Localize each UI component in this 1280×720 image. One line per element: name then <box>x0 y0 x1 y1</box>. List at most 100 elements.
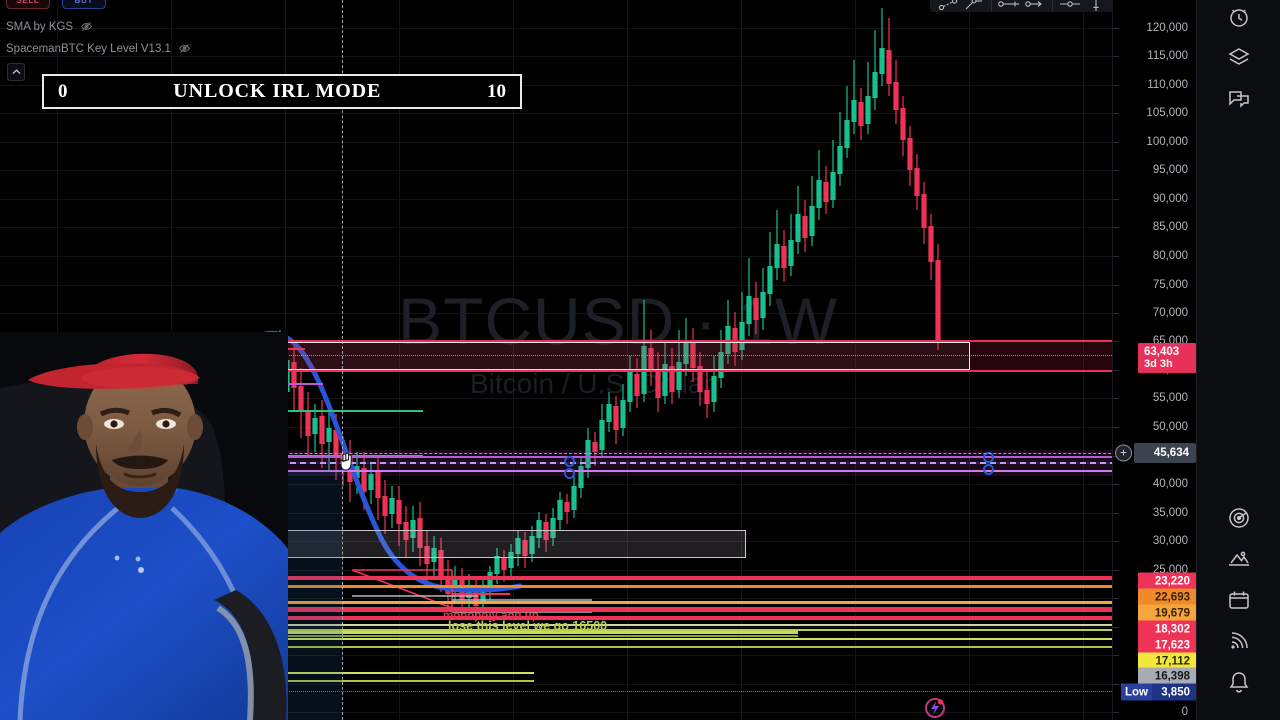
chat-bubbles-icon[interactable] <box>1226 86 1252 112</box>
grid-line-vertical <box>399 0 400 720</box>
price-level-badge[interactable]: 19,679 <box>1138 604 1196 622</box>
extended-line-icon[interactable] <box>997 0 1021 11</box>
drawing-handle[interactable] <box>983 464 994 475</box>
key-level-17623[interactable] <box>0 616 1196 620</box>
rectangle-drawing[interactable] <box>182 342 970 370</box>
price-level-value: 19,679 <box>1154 607 1190 619</box>
price-tick-mark <box>1113 199 1119 200</box>
key-level-22693[interactable] <box>0 585 1196 588</box>
price-level-badge[interactable]: 17,623 <box>1138 636 1196 654</box>
drawing-handle[interactable] <box>564 456 575 467</box>
zone-bottom-line[interactable] <box>0 370 1196 372</box>
broadcast-icon[interactable] <box>1226 628 1252 654</box>
price-level-badge[interactable]: 63,403 3d 3h <box>1138 343 1196 373</box>
price-tick-mark <box>1113 398 1119 399</box>
price-tick-mark <box>1113 513 1119 514</box>
grid-line-horizontal <box>0 313 1196 314</box>
price-scale[interactable]: 120,000 115,000 110,000 105,000 100,000 95,00… <box>1112 0 1196 720</box>
price-tick-mark <box>1113 113 1119 114</box>
price-tick-mark <box>1113 56 1119 57</box>
price-tick-zero: 0 <box>1181 706 1188 718</box>
grid-line-horizontal <box>0 541 1196 542</box>
ray-icon[interactable] <box>962 0 986 11</box>
price-level-badge[interactable]: 22,693 <box>1138 588 1196 606</box>
level-line-magenta[interactable] <box>0 470 1196 472</box>
price-tick-label: 50,000 <box>1152 421 1188 433</box>
price-level-badge[interactable]: 16,398 <box>1138 667 1196 685</box>
price-level-value: 16,398 <box>1154 670 1190 682</box>
price-tick-mark <box>1113 256 1119 257</box>
key-level-18302[interactable] <box>0 607 1196 612</box>
price-tick-mark <box>1113 684 1119 685</box>
ideas-image-icon[interactable] <box>1226 546 1252 572</box>
low-level-dotted[interactable] <box>0 691 1196 692</box>
low-badge-label: Low <box>1121 683 1152 701</box>
price-tick-mark <box>1113 484 1119 485</box>
low-price-badge[interactable]: Low 3,850 <box>1121 683 1196 701</box>
price-tick-mark <box>1113 341 1119 342</box>
arrow-line-icon[interactable] <box>1023 0 1047 11</box>
indicator-legend-keylevel[interactable]: SpacemanBTC Key Level V13.1 <box>6 42 191 55</box>
level-line-purple[interactable] <box>0 462 1196 464</box>
right-toolbar[interactable] <box>1196 0 1280 720</box>
price-tick-mark <box>1113 627 1119 628</box>
price-tick-label: 55,000 <box>1152 392 1188 404</box>
key-level-23220[interactable] <box>0 576 1196 580</box>
olive-box-line[interactable] <box>278 631 798 634</box>
price-tick-mark <box>1113 427 1119 428</box>
price-tick-mark <box>1113 712 1119 713</box>
green-level-line[interactable] <box>205 410 423 412</box>
level-line-red[interactable] <box>452 593 510 595</box>
rectangle-drawing[interactable] <box>258 530 746 558</box>
grid-line-horizontal <box>0 398 1196 399</box>
grid-line-horizontal <box>0 199 1196 200</box>
grid-line-horizontal <box>0 28 1196 29</box>
price-tick-label: 80,000 <box>1152 250 1188 262</box>
alarm-clock-icon[interactable] <box>1226 4 1252 30</box>
trend-line-icon[interactable] <box>936 0 960 11</box>
olive-box-line[interactable] <box>278 635 798 637</box>
promo-left-value: 0 <box>58 80 68 102</box>
collapse-legend-button[interactable] <box>7 63 25 81</box>
bell-icon[interactable] <box>1226 669 1252 695</box>
level-line-magenta[interactable] <box>0 456 1196 458</box>
price-tick-mark <box>1113 655 1119 656</box>
key-level-19679[interactable] <box>0 601 1196 604</box>
layers-icon[interactable] <box>1226 44 1252 70</box>
price-level-badge[interactable]: 17,112 <box>1138 652 1196 670</box>
drawing-handle[interactable] <box>564 468 575 479</box>
grid-line-horizontal <box>0 256 1196 257</box>
plus-circle-icon[interactable]: + <box>1115 444 1132 462</box>
indicator-legend-sma[interactable]: SMA by KGS <box>6 20 93 33</box>
eye-off-icon[interactable] <box>80 20 93 33</box>
chart-annotation-red[interactable]: monopoly and up <box>443 610 539 622</box>
radar-icon[interactable] <box>1226 505 1252 531</box>
key-level-17112[interactable] <box>0 629 1196 631</box>
grid-line-horizontal <box>0 598 1196 599</box>
zone-top-line[interactable] <box>0 340 1196 342</box>
pointing-hand-cursor <box>338 452 354 472</box>
olive-long-line[interactable] <box>12 646 1172 648</box>
price-tick-label: 30,000 <box>1152 535 1188 547</box>
olive-long-line[interactable] <box>12 638 1172 640</box>
chart-pane[interactable]: BTCUSD · 1W Bitcoin / U.S. Dollar monopo… <box>0 0 1196 720</box>
price-level-badge[interactable]: 18,302 <box>1138 620 1196 638</box>
toolbar-separator <box>1052 0 1053 11</box>
buy-button[interactable]: BUY <box>62 0 106 9</box>
grid-line-horizontal <box>0 513 1196 514</box>
grid-line-vertical <box>627 0 628 720</box>
calendar-icon[interactable] <box>1226 587 1252 613</box>
low-badge-value: 3,850 <box>1152 683 1196 701</box>
key-level-line[interactable] <box>0 624 1196 626</box>
horizontal-line-icon[interactable] <box>1058 0 1082 11</box>
dashed-level-white[interactable] <box>0 462 1196 464</box>
bar-replay-icon[interactable] <box>922 695 948 720</box>
price-level-badge[interactable]: 23,220 <box>1138 572 1196 590</box>
price-tick-label: 70,000 <box>1152 307 1188 319</box>
grid-line-vertical <box>513 0 514 720</box>
sell-button[interactable]: SELL <box>6 0 50 9</box>
chart-annotation-olive[interactable]: lose this level we go 16500 <box>448 619 608 633</box>
vertical-line-icon[interactable] <box>1084 0 1108 11</box>
promo-banner: 0 UNLOCK IRL MODE 10 <box>42 74 522 109</box>
eye-off-icon[interactable] <box>178 42 191 55</box>
